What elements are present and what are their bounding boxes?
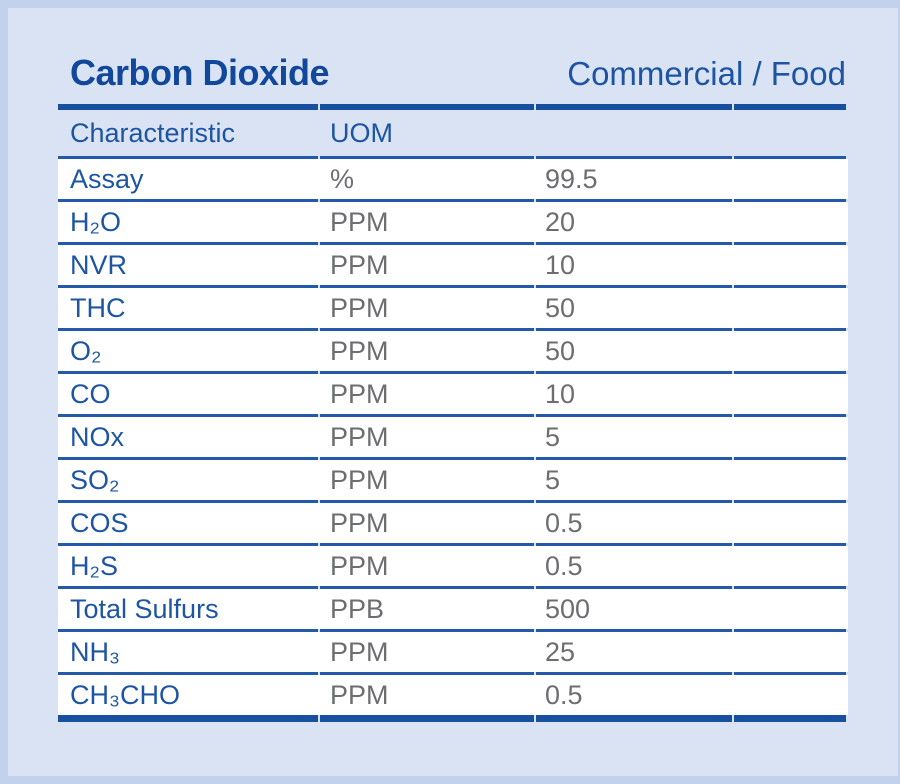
- table-row: H₂S PPM 0.5: [58, 546, 848, 586]
- table-row: NH₃ PPM 25: [58, 632, 848, 672]
- column-header-uom: UOM: [330, 117, 393, 148]
- uom-cell: %: [320, 159, 534, 199]
- uom-cell: PPM: [320, 632, 534, 672]
- row-separator: [58, 199, 848, 202]
- uom-cell: PPB: [320, 589, 534, 629]
- value-cell: 50: [536, 331, 732, 371]
- value-cell: 0.5: [536, 675, 732, 715]
- table-row: COS PPM 0.5: [58, 503, 848, 543]
- characteristic-cell: H₂O: [58, 202, 318, 242]
- footer-rule: [58, 715, 848, 722]
- uom-cell: PPM: [320, 546, 534, 586]
- row-separator: [58, 543, 848, 546]
- table-row: O₂ PPM 50: [58, 331, 848, 371]
- value-cell: 0.5: [536, 546, 732, 586]
- value-cell: 10: [536, 374, 732, 414]
- value-cell: 5: [536, 460, 732, 500]
- row-separator: [58, 371, 848, 374]
- value-cell: 50: [536, 288, 732, 328]
- row-separator: [58, 242, 848, 245]
- table-header: Carbon Dioxide Commercial / Food: [58, 52, 848, 104]
- characteristic-cell: CH₃CHO: [58, 675, 318, 715]
- row-separator: [58, 500, 848, 503]
- characteristic-cell: SO₂: [58, 460, 318, 500]
- row-separator: [58, 672, 848, 675]
- table-row: CO PPM 10: [58, 374, 848, 414]
- uom-cell: PPM: [320, 245, 534, 285]
- table-row: NOx PPM 5: [58, 417, 848, 457]
- value-cell: 0.5: [536, 503, 732, 543]
- uom-cell: PPM: [320, 503, 534, 543]
- table-row: CH₃CHO PPM 0.5: [58, 675, 848, 715]
- characteristic-cell: NOx: [58, 417, 318, 457]
- table-row: NVR PPM 10: [58, 245, 848, 285]
- header-rule: [58, 104, 848, 110]
- characteristic-cell: COS: [58, 503, 318, 543]
- uom-cell: PPM: [320, 331, 534, 371]
- characteristic-cell: CO: [58, 374, 318, 414]
- grade-label: Commercial / Food: [567, 55, 846, 92]
- characteristic-cell: Assay: [58, 159, 318, 199]
- characteristic-cell: NVR: [58, 245, 318, 285]
- table-row: SO₂ PPM 5: [58, 460, 848, 500]
- page-title: Carbon Dioxide: [70, 52, 330, 93]
- row-separator: [58, 414, 848, 417]
- uom-cell: PPM: [320, 374, 534, 414]
- value-cell: 99.5: [536, 159, 732, 199]
- characteristic-cell: O₂: [58, 331, 318, 371]
- table-row: Total Sulfurs PPB 500: [58, 589, 848, 629]
- table-row: THC PPM 50: [58, 288, 848, 328]
- row-separator: [58, 586, 848, 589]
- row-separator: [58, 285, 848, 288]
- table-row: Assay % 99.5: [58, 159, 848, 199]
- value-cell: 5: [536, 417, 732, 457]
- column-header-characteristic: Characteristic: [70, 117, 236, 148]
- column-header-row: Characteristic UOM: [58, 110, 848, 156]
- table-row: H₂O PPM 20: [58, 202, 848, 242]
- row-separator: [58, 629, 848, 632]
- spec-card: Carbon Dioxide Commercial / Food Charact…: [8, 8, 898, 776]
- uom-cell: PPM: [320, 417, 534, 457]
- row-separator: [58, 328, 848, 331]
- row-separator: [58, 457, 848, 460]
- uom-cell: PPM: [320, 288, 534, 328]
- characteristic-cell: NH₃: [58, 632, 318, 672]
- value-cell: 10: [536, 245, 732, 285]
- characteristic-cell: H₂S: [58, 546, 318, 586]
- value-cell: 500: [536, 589, 732, 629]
- column-header-value: [536, 110, 732, 156]
- characteristic-cell: Total Sulfurs: [58, 589, 318, 629]
- uom-cell: PPM: [320, 675, 534, 715]
- value-cell: 20: [536, 202, 732, 242]
- characteristic-cell: THC: [58, 288, 318, 328]
- spec-table: Carbon Dioxide Commercial / Food Charact…: [58, 52, 848, 722]
- uom-cell: PPM: [320, 460, 534, 500]
- uom-cell: PPM: [320, 202, 534, 242]
- value-cell: 25: [536, 632, 732, 672]
- row-separator: [58, 156, 848, 159]
